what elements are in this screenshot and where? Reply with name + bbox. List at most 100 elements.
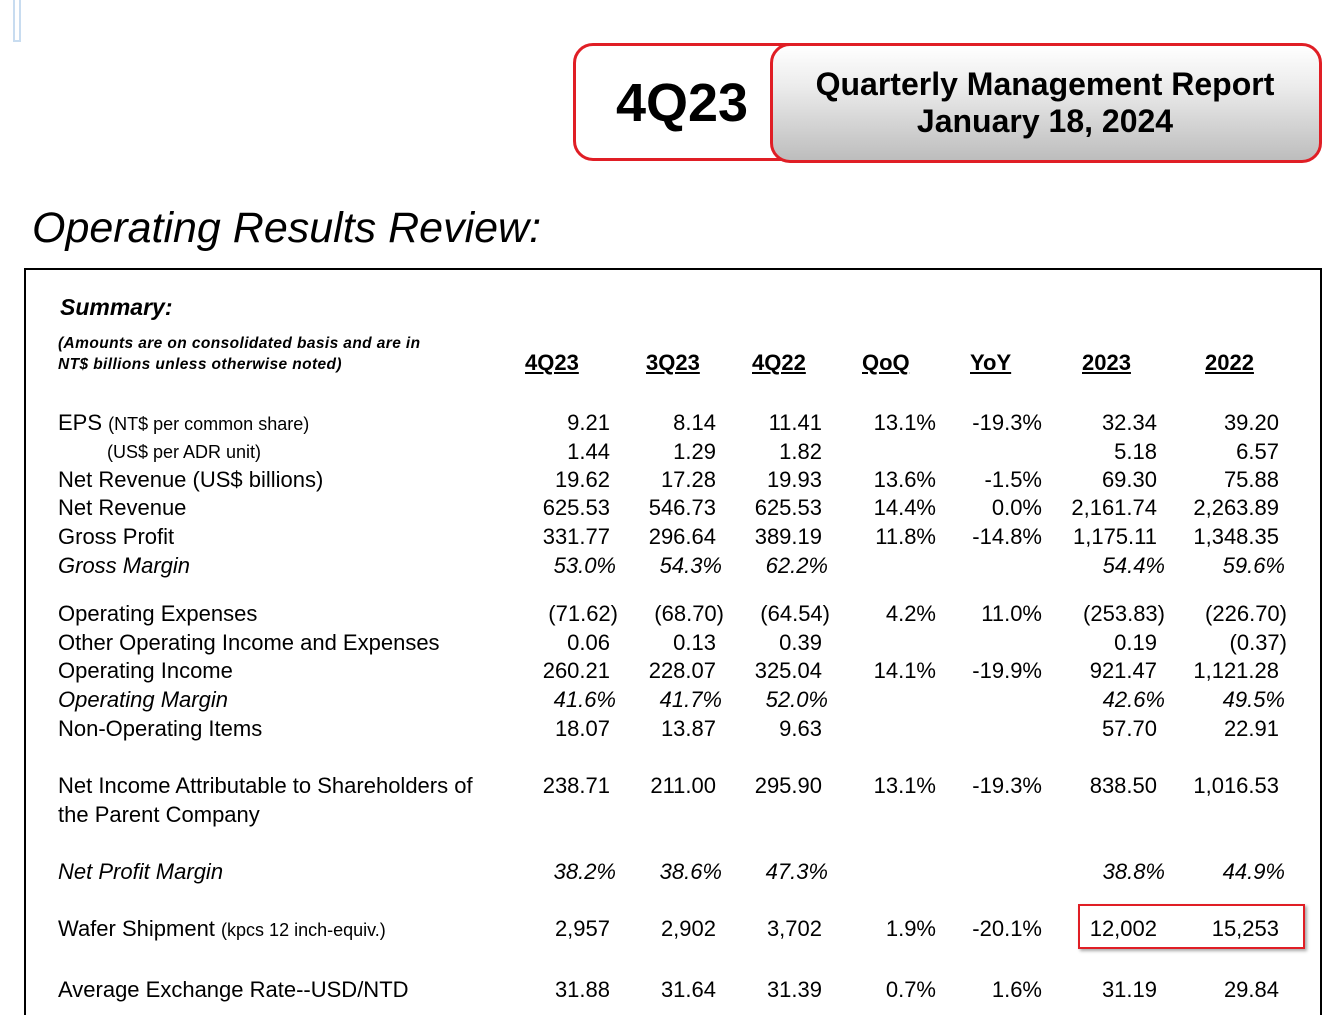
- cell-qoq: 1.9%: [885, 916, 936, 941]
- cell-3q23: 1.29: [673, 439, 716, 464]
- table-row-net-income: Net Income Attributable to Shareholders …: [0, 772, 1335, 800]
- basis-note: (Amounts are on consolidated basis and a…: [58, 333, 478, 375]
- cell-3q23: 41.7%: [659, 687, 722, 712]
- report-date: January 18, 2024: [916, 103, 1174, 139]
- cell-qoq: 0.7%: [885, 977, 936, 1002]
- cell-4q22: 389.19: [754, 524, 822, 549]
- cell-yoy: 11.0%: [981, 601, 1042, 626]
- cell-2022: 75.88: [1223, 467, 1279, 492]
- cell-4q23: 331.77: [542, 524, 610, 549]
- row-label: Average Exchange Rate--USD/NTD: [58, 977, 409, 1002]
- cell-4q23: 260.21: [542, 658, 610, 683]
- cell-4q22: 47.3%: [765, 859, 828, 884]
- cell-2022: 2,263.89: [1193, 495, 1279, 520]
- cell-2022: (226.70): [1205, 601, 1287, 626]
- cell-yoy: -14.8%: [972, 524, 1042, 549]
- row-label: Wafer Shipment (kpcs 12 inch-equiv.): [58, 916, 386, 941]
- table-row-eps: EPS (NT$ per common share) 9.21 8.14 11.…: [0, 409, 1335, 437]
- cell-3q23: 38.6%: [659, 859, 722, 884]
- cell-qoq: 4.2%: [885, 601, 936, 626]
- cell-4q22: 19.93: [766, 467, 822, 492]
- row-label: (US$ per ADR unit): [107, 442, 262, 462]
- cell-yoy: -19.3%: [972, 410, 1042, 435]
- cell-2022: 15,253: [1211, 916, 1279, 941]
- column-header-qoq: QoQ: [862, 350, 910, 375]
- cell-4q22: 0.39: [779, 630, 822, 655]
- cell-3q23: 17.28: [660, 467, 716, 492]
- cell-4q23: 9.21: [567, 410, 610, 435]
- cell-4q22: 52.0%: [765, 687, 828, 712]
- cell-4q22: 31.39: [766, 977, 822, 1002]
- column-header-yoy: YoY: [970, 350, 1012, 375]
- cell-3q23: 8.14: [673, 410, 716, 435]
- cell-2023: 31.19: [1101, 977, 1157, 1002]
- quarter-label: 4Q23: [615, 73, 749, 133]
- row-sublabel: (kpcs 12 inch-equiv.): [221, 920, 386, 940]
- cell-2023: 38.8%: [1102, 859, 1165, 884]
- cell-4q22: 9.63: [779, 716, 822, 741]
- section-title: Operating Results Review:: [32, 204, 542, 252]
- row-label: Net Income Attributable to Shareholders …: [58, 773, 473, 798]
- cell-3q23: 211.00: [650, 773, 716, 798]
- annual-wafer-highlight: [1078, 904, 1305, 949]
- cell-2022: 59.6%: [1222, 553, 1285, 578]
- table-row-operating-expenses: Operating Expenses (71.62) (68.70) (64.5…: [0, 600, 1335, 628]
- cell-yoy: 0.0%: [991, 495, 1042, 520]
- cell-4q22: 11.41: [768, 410, 822, 435]
- row-label: EPS (NT$ per common share): [58, 410, 310, 435]
- cell-2023: 32.34: [1101, 410, 1157, 435]
- cell-4q23: 625.53: [542, 495, 610, 520]
- cell-4q22: 625.53: [754, 495, 822, 520]
- row-label: Net Revenue: [58, 495, 187, 520]
- row-label: Gross Profit: [58, 524, 175, 549]
- cell-4q22: (64.54): [760, 601, 830, 626]
- row-sublabel: (NT$ per common share): [108, 414, 310, 434]
- cell-4q23: 53.0%: [553, 553, 616, 578]
- cell-4q23: 1.44: [567, 439, 610, 464]
- row-label-continuation: the Parent Company: [58, 802, 260, 827]
- cell-2023: 57.70: [1101, 716, 1157, 741]
- cell-yoy: -1.5%: [984, 467, 1042, 492]
- basis-note-line1: (Amounts are on consolidated basis and a…: [58, 335, 421, 352]
- cell-4q22: 62.2%: [765, 553, 828, 578]
- row-label: Net Profit Margin: [58, 859, 224, 884]
- cell-2023: 42.6%: [1102, 687, 1165, 712]
- cell-3q23: 0.13: [673, 630, 716, 655]
- row-label: Other Operating Income and Expenses: [58, 630, 440, 655]
- cell-qoq: 13.1%: [873, 773, 936, 798]
- cell-qoq: 13.6%: [873, 467, 936, 492]
- cell-3q23: 13.87: [660, 716, 716, 741]
- cell-4q23: 238.71: [542, 773, 610, 798]
- cell-2022: 49.5%: [1222, 687, 1285, 712]
- table-row-operating-income: Operating Income 260.21 228.07 325.04 14…: [0, 657, 1335, 685]
- cell-4q23: 31.88: [554, 977, 610, 1002]
- cell-4q23: 2,957: [554, 916, 610, 941]
- column-header-2022: 2022: [1205, 350, 1254, 375]
- cell-2022: (0.37): [1229, 630, 1287, 655]
- table-row-exchange-rate: Average Exchange Rate--USD/NTD 31.88 31.…: [0, 976, 1335, 1004]
- cell-2023: 54.4%: [1102, 553, 1165, 578]
- cell-4q23: 41.6%: [553, 687, 616, 712]
- cell-3q23: (68.70): [654, 601, 724, 626]
- cell-4q22: 3,702: [766, 916, 822, 941]
- cell-2023: 5.18: [1114, 439, 1157, 464]
- cell-2023: 0.19: [1114, 630, 1157, 655]
- cell-2022: 29.84: [1223, 977, 1279, 1002]
- table-row-other-operating: Other Operating Income and Expenses 0.06…: [0, 629, 1335, 657]
- cell-yoy: 1.6%: [991, 977, 1042, 1002]
- row-label: Gross Margin: [58, 553, 191, 578]
- cell-2023: 838.50: [1089, 773, 1157, 798]
- row-label: Net Revenue (US$ billions): [58, 467, 324, 492]
- row-label: Operating Expenses: [58, 601, 258, 626]
- cell-2022: 6.57: [1236, 439, 1279, 464]
- cell-2022: 39.20: [1223, 410, 1279, 435]
- cell-qoq: 13.1%: [873, 410, 936, 435]
- cell-2022: 1,016.53: [1193, 773, 1279, 798]
- basis-note-line2: NT$ billions unless otherwise noted): [58, 356, 342, 373]
- cell-yoy: -19.3%: [972, 773, 1042, 798]
- cell-3q23: 54.3%: [659, 553, 722, 578]
- cell-4q23: 19.62: [554, 467, 610, 492]
- cell-4q23: 38.2%: [553, 859, 616, 884]
- cell-qoq: 11.8%: [875, 524, 936, 549]
